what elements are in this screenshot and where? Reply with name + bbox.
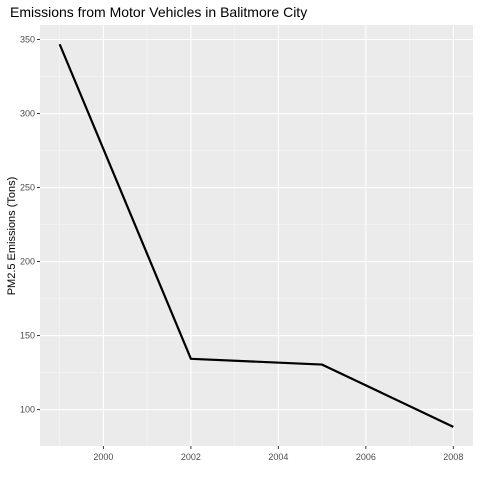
y-tick-label: 350	[20, 35, 35, 45]
x-tick-label: 2006	[356, 452, 376, 462]
series-line	[58, 43, 454, 428]
y-tick-label: 150	[20, 331, 35, 341]
x-tick-label: 2008	[443, 452, 463, 462]
chart-title: Emissions from Motor Vehicles in Balitmo…	[10, 4, 307, 20]
y-tick-label: 250	[20, 183, 35, 193]
plot-panel	[40, 25, 473, 446]
y-tick-label: 200	[20, 257, 35, 267]
x-tick-label: 2000	[93, 452, 113, 462]
x-axis: 2000 2002 2004 2006 2008	[93, 446, 463, 462]
y-tick-label: 100	[20, 405, 35, 415]
x-tick-label: 2004	[268, 452, 288, 462]
y-axis: 100 150 200 250 300 350	[20, 35, 40, 415]
minor-gridlines	[40, 25, 473, 446]
major-gridlines	[40, 25, 473, 446]
y-axis-title: PM2.5 Emissions (Tons)	[6, 177, 18, 296]
x-tick-label: 2002	[181, 452, 201, 462]
series-layer	[58, 43, 454, 428]
y-tick-label: 300	[20, 109, 35, 119]
